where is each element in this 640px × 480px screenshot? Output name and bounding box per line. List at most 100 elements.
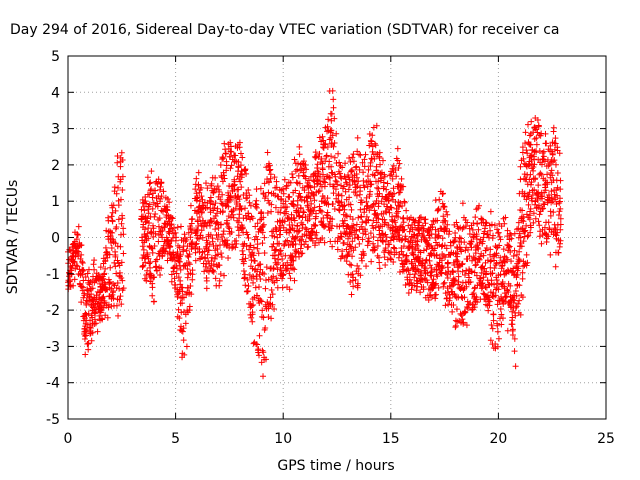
data-point xyxy=(504,256,511,263)
data-point xyxy=(557,177,564,184)
data-point xyxy=(166,199,173,206)
data-point xyxy=(311,223,318,230)
data-point xyxy=(102,281,109,288)
data-point xyxy=(362,151,369,158)
data-point xyxy=(372,224,379,231)
data-point xyxy=(103,249,110,256)
data-point xyxy=(200,223,207,230)
data-point xyxy=(509,308,516,315)
data-point xyxy=(461,294,468,301)
data-point xyxy=(428,251,435,258)
data-point xyxy=(298,241,305,248)
data-point xyxy=(340,220,347,227)
data-point xyxy=(432,239,439,246)
data-point xyxy=(409,260,416,267)
data-point xyxy=(145,210,152,217)
data-point xyxy=(336,223,343,230)
data-point xyxy=(347,279,354,286)
data-point xyxy=(219,208,226,215)
data-point xyxy=(539,193,546,200)
data-point xyxy=(253,273,260,280)
data-point xyxy=(346,261,353,268)
data-point xyxy=(353,174,360,181)
data-point xyxy=(361,184,368,191)
x-tick-label: 0 xyxy=(64,431,73,447)
data-point xyxy=(518,243,525,250)
data-point xyxy=(466,225,473,232)
data-point xyxy=(545,233,552,240)
data-point xyxy=(304,244,311,251)
data-point xyxy=(324,195,331,202)
data-point xyxy=(291,156,298,163)
data-point xyxy=(442,254,449,261)
data-point xyxy=(538,240,545,247)
data-point xyxy=(422,216,429,223)
data-point xyxy=(180,325,187,332)
data-point xyxy=(216,262,223,269)
data-point xyxy=(432,291,439,298)
data-point xyxy=(533,141,540,148)
data-point xyxy=(439,190,446,197)
data-point xyxy=(158,179,165,186)
data-point xyxy=(557,237,564,244)
data-point xyxy=(71,276,78,283)
data-point xyxy=(509,326,516,333)
data-point xyxy=(141,226,148,233)
data-point xyxy=(169,234,176,241)
data-point xyxy=(499,278,506,285)
data-point xyxy=(181,351,188,358)
data-point xyxy=(316,134,323,141)
data-point xyxy=(102,312,109,319)
data-point xyxy=(358,213,365,220)
data-point xyxy=(220,228,227,235)
data-point xyxy=(386,249,393,256)
data-point xyxy=(359,159,366,166)
data-point xyxy=(118,220,125,227)
data-point xyxy=(231,181,238,188)
data-point xyxy=(279,272,286,279)
data-point xyxy=(312,222,319,229)
data-point xyxy=(519,144,526,151)
data-point xyxy=(495,335,502,342)
data-point xyxy=(371,247,378,254)
data-point xyxy=(349,238,356,245)
data-point xyxy=(347,168,354,175)
data-point xyxy=(313,229,320,236)
data-point xyxy=(225,224,232,231)
data-point xyxy=(263,264,270,271)
data-point xyxy=(472,214,479,221)
data-point xyxy=(346,176,353,183)
data-point xyxy=(417,215,424,222)
data-point xyxy=(184,266,191,273)
data-point xyxy=(516,297,523,304)
data-point xyxy=(512,363,519,370)
data-point xyxy=(253,197,260,204)
data-point xyxy=(304,202,311,209)
data-point xyxy=(207,217,214,224)
data-point xyxy=(338,192,345,199)
x-tick-label: 5 xyxy=(171,431,180,447)
data-point xyxy=(90,261,97,268)
data-point xyxy=(143,277,150,284)
data-point xyxy=(155,176,162,183)
data-point xyxy=(208,257,215,264)
data-point xyxy=(312,154,319,161)
data-point xyxy=(92,320,99,327)
data-point xyxy=(177,266,184,273)
data-point xyxy=(517,163,524,170)
data-point xyxy=(512,312,519,319)
data-point xyxy=(281,176,288,183)
data-point xyxy=(395,208,402,215)
data-point xyxy=(158,231,165,238)
data-point xyxy=(394,157,401,164)
data-point xyxy=(192,257,199,264)
data-point xyxy=(388,249,395,256)
data-point xyxy=(141,207,148,214)
data-point xyxy=(149,194,156,201)
data-point xyxy=(270,265,277,272)
data-point xyxy=(84,341,91,348)
data-point xyxy=(82,351,89,358)
data-point xyxy=(383,186,390,193)
data-point xyxy=(391,245,398,252)
data-point xyxy=(472,250,479,257)
